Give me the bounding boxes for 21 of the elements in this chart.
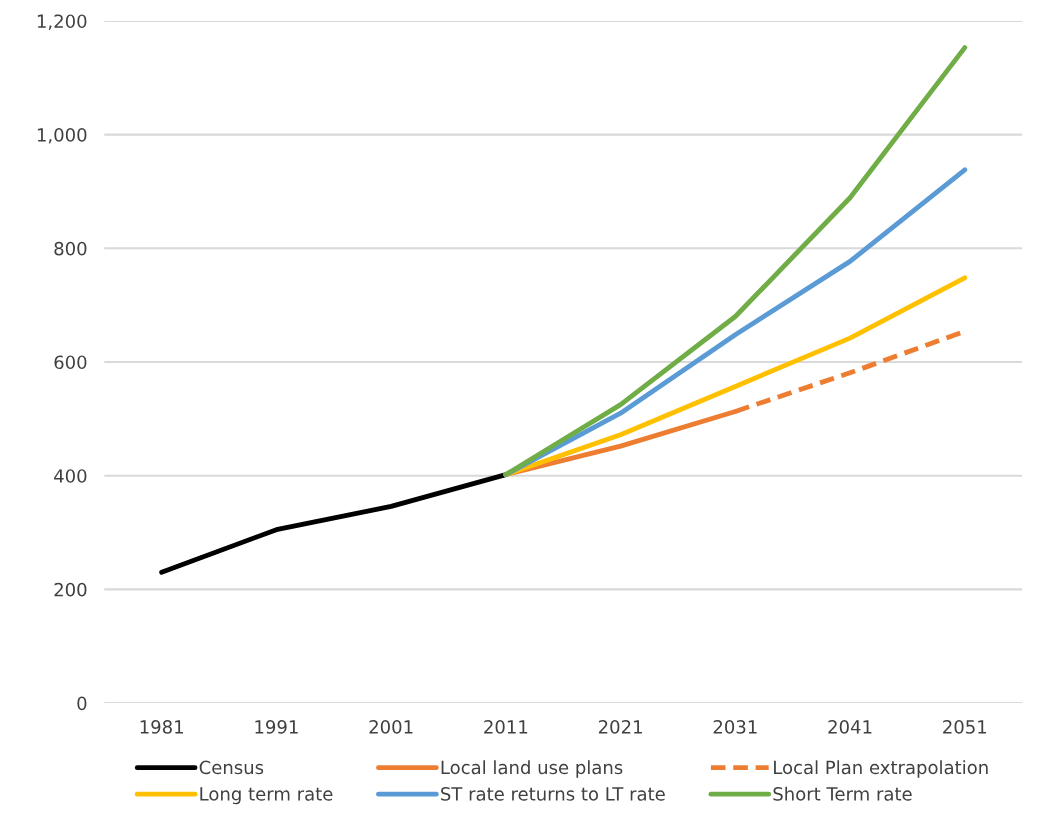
y-tick-label: 1,200 bbox=[37, 14, 87, 30]
x-tick-label: 2051 bbox=[943, 720, 987, 734]
x-tick-label: 2021 bbox=[598, 720, 642, 734]
y-tick-label: 400 bbox=[54, 469, 87, 483]
y-tick-label: 600 bbox=[54, 355, 87, 370]
x-tick-label: 1981 bbox=[140, 720, 183, 734]
legend-label: Census bbox=[199, 760, 264, 775]
x-tick-label: 2001 bbox=[369, 720, 413, 734]
x-tick-label: 2011 bbox=[484, 720, 528, 734]
legend-label: Long term rate bbox=[200, 787, 333, 805]
y-tick-label: 200 bbox=[54, 582, 87, 597]
y-tick-label: 800 bbox=[54, 241, 87, 256]
y-tick-label: 0 bbox=[77, 696, 87, 711]
legend-label: Local Plan extrapolation bbox=[774, 760, 988, 778]
y-tick-label: 1,000 bbox=[37, 128, 87, 144]
x-tick-label: 1991 bbox=[255, 720, 298, 734]
x-tick-label: 2041 bbox=[828, 720, 872, 734]
legend-label: Short Term rate bbox=[773, 786, 912, 801]
x-tick-label: 2031 bbox=[713, 720, 757, 734]
legend-label: Local land use plans bbox=[441, 760, 623, 778]
legend-label: ST rate returns to LT rate bbox=[441, 787, 665, 801]
